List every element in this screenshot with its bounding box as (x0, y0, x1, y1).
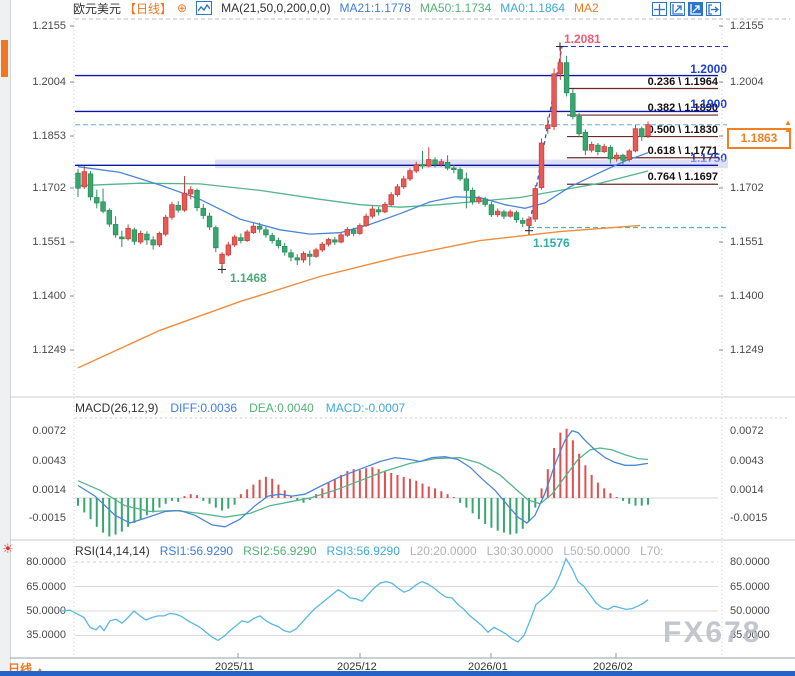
rsi-line (61, 557, 649, 643)
symbol-name: 欧元美元 (73, 1, 122, 16)
peak-price-annotation: 1.2081 (564, 32, 601, 46)
rsi-l70-label: L70: (640, 544, 664, 558)
candles (75, 46, 651, 267)
chart-header: 欧元美元 【日线】 ⊕ MA(21,50,0,200,0,0) MA21:1.1… (73, 1, 599, 16)
price-axis-label-left: 1.1400 (32, 290, 66, 302)
macd-axis-label-right: 0.0014 (730, 484, 764, 496)
ma-settings-label: MA(21,50,0,200,0,0) (221, 1, 331, 15)
current-price-box: 1.1863 (727, 128, 791, 149)
fib-level-label: 0.236 \ 1.1964 (647, 75, 718, 88)
axis-scale-active-icon[interactable] (688, 2, 703, 16)
price-axis-label-left: 1.2004 (32, 76, 66, 88)
ma50-value: MA50:1.1734 (419, 1, 492, 15)
date-axis-label: 2026/01 (468, 661, 508, 673)
price-level-label: 1.2000 (690, 61, 727, 76)
support-band (215, 159, 728, 169)
macd-diff-line (77, 429, 649, 528)
rsi-axis-label-right: 65.0000 (730, 581, 770, 593)
rsi-l50-label: L50:50.0000 (563, 544, 631, 558)
move-tool-icon[interactable] (652, 2, 667, 16)
macd-title: MACD(26,12,9) (75, 401, 159, 415)
fib-level-label: 0.500 \ 1.1830 (647, 123, 718, 136)
macd-header: MACD(26,12,9) DIFF:0.0036 DEA:0.0040 MAC… (75, 401, 405, 415)
price-axis-label-left: 1.1702 (32, 182, 66, 194)
rsi1-value: RSI1:56.9290 (159, 544, 234, 558)
price-level-label: 1.1900 (690, 97, 727, 112)
rsi-l20-label: L20:20.0000 (409, 544, 477, 558)
macd-axis-label-left: 0.0043 (32, 455, 66, 467)
ma200-line (77, 224, 641, 369)
rsi-title: RSI(14,14,14) (75, 544, 150, 558)
exit-chart-icon[interactable] (706, 2, 721, 16)
ma0-value: MA0:1.1864 (500, 1, 565, 15)
price-axis-label-right: 1.1400 (730, 290, 764, 302)
macd-dea-value: DEA:0.0040 (249, 401, 314, 415)
price-axis-label-right: 1.2004 (730, 76, 764, 88)
axis-scale-icon[interactable] (670, 2, 685, 16)
fib-level-label: 0.618 \ 1.1771 (647, 144, 718, 157)
rsi-axis-label-left: 80.0000 (26, 556, 66, 568)
rsi-axis-label-right: 80.0000 (730, 556, 770, 568)
ma21-line (77, 152, 649, 235)
ma21-value: MA21:1.1778 (339, 1, 411, 15)
rsi-header: RSI(14,14,14) RSI1:56.9290 RSI2:56.9290 … (75, 544, 663, 558)
price-axis-label-left: 1.1853 (32, 130, 66, 142)
rsi-axis-label-left: 35.0000 (26, 629, 66, 641)
macd-diff-value: DIFF:0.0036 (170, 401, 238, 415)
macd-hist-value: MACD:-0.0007 (325, 401, 406, 415)
price-axis-label-right: 1.2155 (730, 20, 764, 32)
macd-axis-label-right: -0.0015 (730, 512, 768, 524)
add-indicator-icon[interactable]: ⊕ (177, 1, 188, 15)
low2-price-annotation: 1.1576 (533, 236, 570, 250)
low1-price-annotation: 1.1468 (230, 271, 267, 285)
ma50-line (77, 170, 649, 208)
fib-level-label: 0.764 \ 1.1697 (647, 171, 718, 184)
bottom-accent-bar (0, 671, 795, 676)
period-arrow-icon: ▲ (35, 665, 45, 675)
macd-axis-label-right: 0.0072 (730, 425, 764, 437)
price-axis-label-right: 1.1551 (730, 236, 764, 248)
chart-toolbar (652, 2, 721, 16)
price-axis-label-right: 1.1249 (730, 344, 764, 356)
macd-axis-label-right: 0.0043 (730, 455, 764, 467)
macd-axis-label-left: -0.0015 (28, 512, 66, 524)
chart-type-icon[interactable] (196, 1, 213, 15)
price-axis-label-left: 1.1249 (32, 344, 66, 356)
price-axis-label-left: 1.2155 (32, 20, 66, 32)
price-up-arrows-icon: ▲ ▲ (784, 118, 792, 134)
macd-axis-label-left: 0.0072 (32, 425, 66, 437)
left-scrollbar[interactable] (0, 0, 11, 671)
price-axis-label-right: 1.1702 (730, 182, 764, 194)
rsi-axis-label-left: 65.0000 (26, 581, 66, 593)
ma200-value: MA2 (574, 1, 599, 15)
date-axis-label: 2025/11 (215, 661, 254, 673)
macd-dea-line (77, 447, 649, 518)
period-tag[interactable]: 【日线】 (124, 1, 173, 16)
rsi-l30-label: L30:30.0000 (486, 544, 554, 558)
rsi-axis-label-left: 50.0000 (26, 605, 66, 617)
date-axis-label: 2026/02 (593, 661, 633, 673)
fx678-watermark: FX678 (663, 616, 762, 649)
price-axis-label-left: 1.1551 (32, 236, 66, 248)
rsi3-value: RSI3:56.9290 (326, 544, 400, 558)
rsi-axis-label-right: 35.0000 (730, 629, 770, 641)
indicator-alert-icon[interactable]: ☀ (2, 541, 14, 556)
rsi-axis-label-right: 50.0000 (730, 605, 770, 617)
date-axis-label: 2025/12 (337, 661, 377, 673)
macd-axis-label-left: 0.0014 (32, 484, 66, 496)
rsi2-value: RSI2:56.9290 (243, 544, 317, 558)
scrollbar-thumb[interactable] (1, 40, 8, 77)
